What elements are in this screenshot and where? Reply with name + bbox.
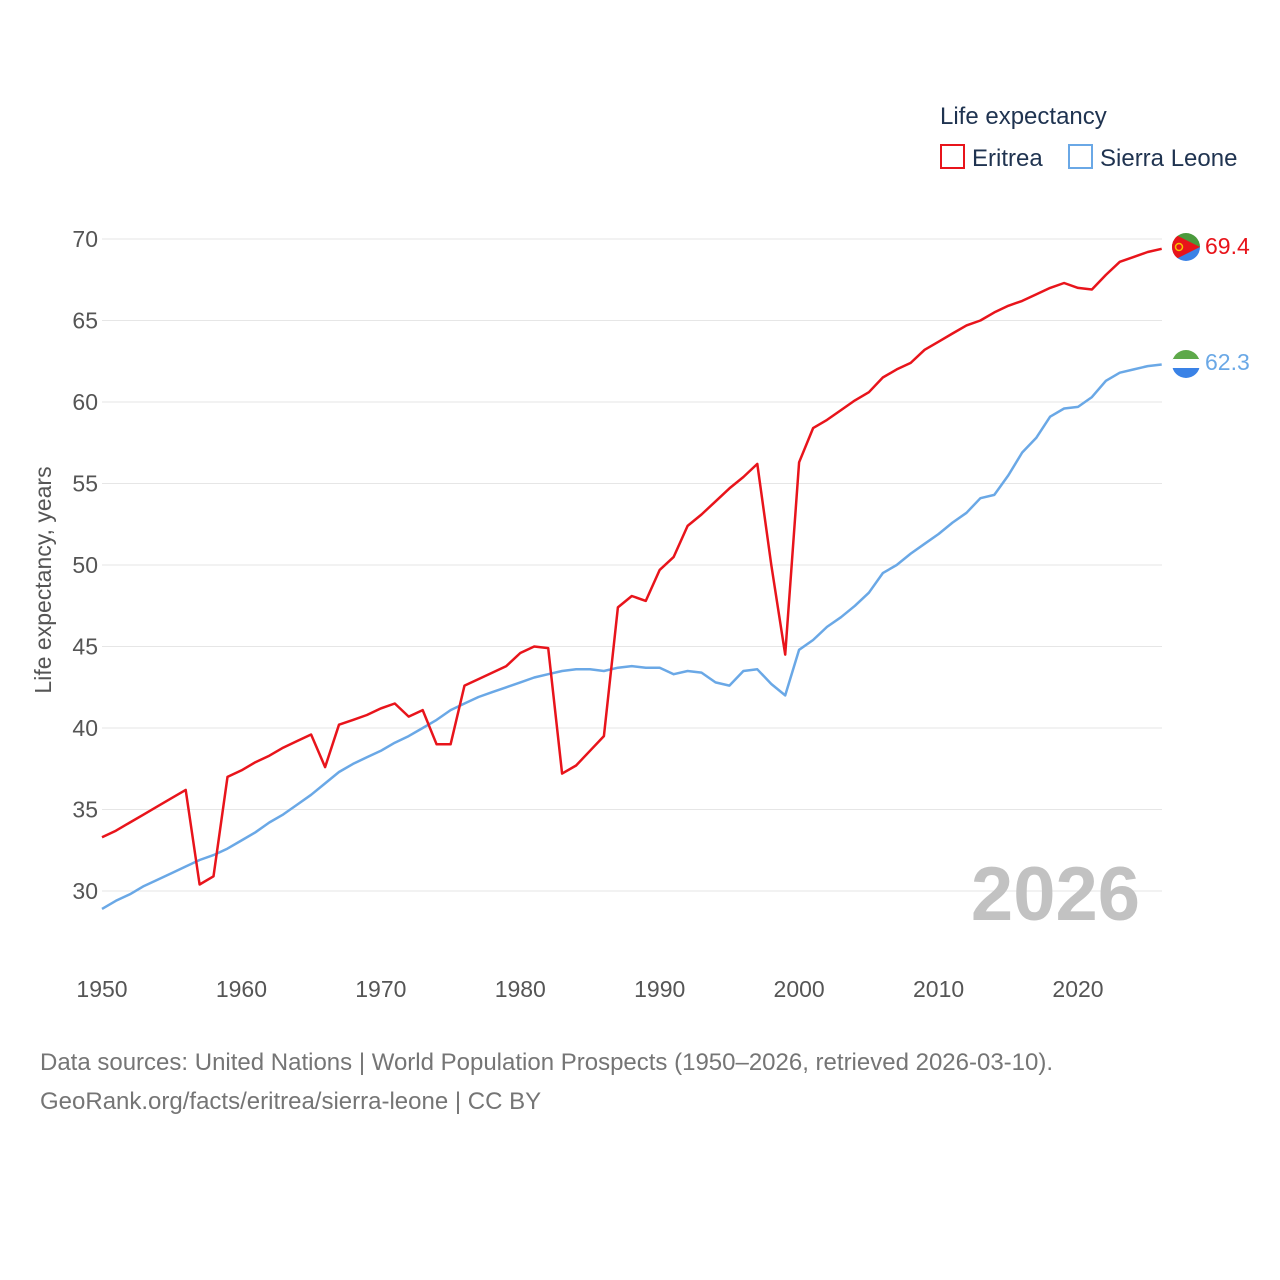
y-tick-label: 55 [72, 471, 98, 497]
x-tick-label: 1980 [495, 976, 546, 1002]
legend-swatch-eritrea [940, 144, 965, 169]
legend-label-sierra-leone: Sierra Leone [1100, 145, 1237, 172]
series-line-sierra-leone [101, 363, 1162, 910]
y-tick-label: 35 [72, 797, 98, 823]
y-tick-label: 70 [72, 226, 98, 252]
x-tick-label: 2020 [1052, 976, 1103, 1002]
footer: Data sources: United Nations | World Pop… [40, 1043, 1053, 1121]
series-lines [101, 247, 1162, 910]
legend-title: Life expectancy [940, 103, 1107, 130]
x-axis-ticks: 1950 1960 1970 1980 1990 2000 2010 2020 [76, 976, 1103, 1002]
y-tick-label: 30 [72, 878, 98, 904]
y-tick-label: 50 [72, 552, 98, 578]
year-watermark: 2026 [971, 852, 1140, 937]
sierra-leone-flag-icon [1172, 350, 1200, 378]
footer-sources: Data sources: United Nations | World Pop… [40, 1049, 1054, 1076]
footer-link[interactable]: GeoRank.org/facts/eritrea/sierra-leone |… [40, 1088, 542, 1115]
x-tick-label: 2010 [913, 976, 964, 1002]
y-tick-label: 40 [72, 715, 98, 741]
series-line-eritrea [101, 247, 1162, 886]
gridlines [102, 238, 1162, 892]
legend-swatch-sierra-leone [1068, 144, 1093, 169]
x-tick-label: 1960 [216, 976, 267, 1002]
end-label-eritrea: 69.4 [1205, 233, 1250, 259]
chart: Life expectancy Eritrea Sierra Leone 303… [30, 103, 1250, 1002]
x-tick-label: 1990 [634, 976, 685, 1002]
x-tick-label: 1950 [76, 976, 127, 1002]
eritrea-flag-icon [1172, 233, 1200, 261]
y-tick-label: 45 [72, 634, 98, 660]
x-tick-label: 1970 [355, 976, 406, 1002]
end-label-sierra-leone: 62.3 [1205, 349, 1250, 375]
y-tick-label: 65 [72, 308, 98, 334]
legend: Life expectancy Eritrea Sierra Leone [940, 103, 1237, 172]
legend-label-eritrea: Eritrea [972, 145, 1043, 172]
x-tick-label: 2000 [774, 976, 825, 1002]
y-axis-label: Life expectancy, years [30, 466, 56, 693]
y-axis-ticks: 30 35 40 45 50 55 60 65 70 [72, 226, 98, 904]
y-tick-label: 60 [72, 389, 98, 415]
